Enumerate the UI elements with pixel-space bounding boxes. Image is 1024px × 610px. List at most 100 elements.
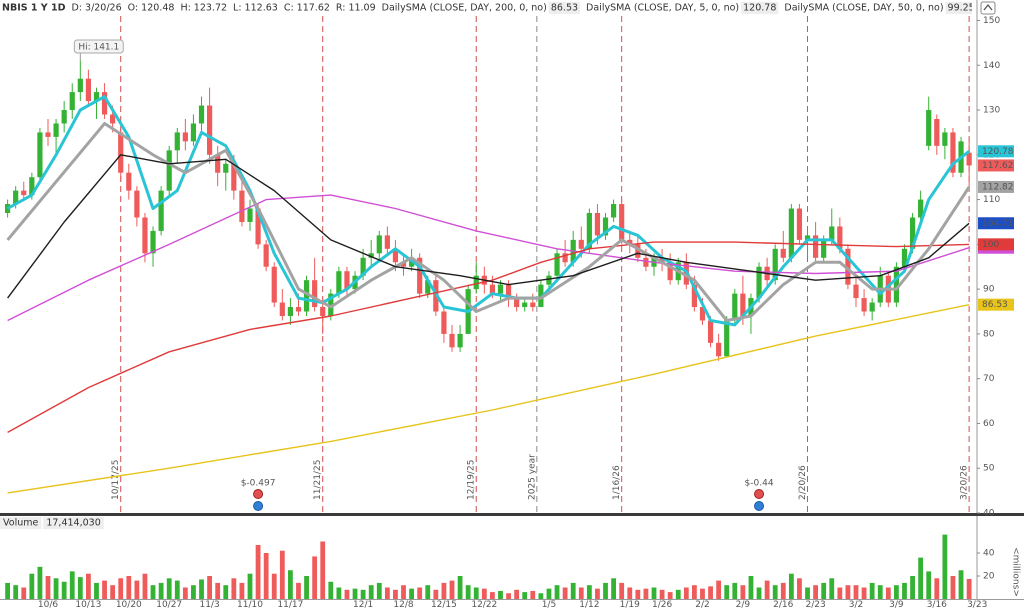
volume-value: 17,414,030 bbox=[46, 518, 100, 529]
volume-bar bbox=[77, 577, 83, 599]
volume-bar bbox=[869, 582, 875, 599]
candle-body bbox=[861, 298, 867, 312]
candle-body bbox=[950, 132, 956, 173]
price-badge-label: 100 bbox=[982, 240, 999, 250]
candle-body bbox=[279, 302, 285, 316]
volume-bar bbox=[683, 587, 689, 599]
x-tick-label: 12/15 bbox=[431, 600, 457, 610]
volume-bar bbox=[619, 582, 625, 599]
candle-body bbox=[829, 226, 835, 240]
y-tick-label: 80 bbox=[983, 329, 995, 339]
volume-bar bbox=[578, 587, 584, 599]
candle-body bbox=[45, 132, 51, 137]
candle-body bbox=[69, 92, 75, 111]
sma-line bbox=[6, 122, 971, 322]
candle-body bbox=[417, 257, 423, 294]
candle-body bbox=[231, 163, 237, 191]
indicator-value-box bbox=[741, 2, 779, 14]
candle-body bbox=[796, 208, 803, 240]
volume-bar bbox=[546, 588, 552, 599]
price-badge bbox=[978, 145, 1014, 158]
candle-body bbox=[659, 257, 665, 263]
volume-bar bbox=[481, 588, 487, 599]
x-tick-label: 10/13 bbox=[75, 600, 101, 610]
volume-bar bbox=[191, 585, 196, 599]
volume-bar bbox=[756, 587, 762, 599]
volume-bar bbox=[570, 582, 576, 599]
candle-body bbox=[804, 235, 811, 240]
settings-icon-frame[interactable] bbox=[980, 1, 996, 15]
volume-bar bbox=[158, 582, 164, 599]
volume-bar bbox=[797, 578, 802, 599]
price-pane: 10/17/25 11/21/25 12/19/25 1/16/26 2/20/26 3/… bbox=[5, 16, 972, 513]
x-tick-label: 11/17 bbox=[277, 600, 303, 610]
candle-body bbox=[53, 123, 59, 137]
price-badge bbox=[978, 180, 1014, 193]
candle-body bbox=[255, 208, 261, 245]
volume-bar bbox=[522, 592, 528, 599]
candle-body bbox=[29, 177, 35, 196]
candle-body bbox=[514, 298, 520, 308]
price-badge bbox=[978, 298, 1014, 311]
candle-body bbox=[207, 105, 213, 155]
volume-bar bbox=[296, 582, 301, 599]
volume-bar bbox=[950, 576, 956, 599]
x-tick-label: 2/9 bbox=[736, 600, 751, 610]
x-tick-label: 12/1 bbox=[353, 600, 373, 610]
volume-bar bbox=[635, 589, 641, 599]
volume-bar bbox=[312, 556, 318, 599]
candle-body bbox=[198, 105, 205, 124]
volume-bar bbox=[86, 573, 91, 599]
price-badge-label: 120.78 bbox=[982, 147, 1014, 157]
candle-body bbox=[37, 132, 43, 178]
settings-icon-glyph[interactable] bbox=[983, 3, 993, 11]
candle-body bbox=[643, 257, 649, 267]
volume-bar bbox=[174, 580, 180, 599]
candle-body bbox=[505, 284, 512, 299]
candle-body bbox=[215, 154, 221, 173]
volume-y-tick-label: 20 bbox=[983, 572, 995, 582]
candle-body bbox=[522, 302, 528, 308]
volume-bar bbox=[29, 573, 35, 599]
candle-body bbox=[546, 275, 552, 285]
candle-body bbox=[303, 280, 310, 312]
candle-body bbox=[934, 118, 940, 146]
volume-bar bbox=[667, 592, 673, 599]
header-field: O: 120.48 bbox=[128, 3, 175, 14]
x-tick-label: 10/6 bbox=[38, 600, 58, 610]
earnings-icon bbox=[253, 489, 264, 499]
volume-bar bbox=[368, 585, 374, 599]
price-badge-label: 104.71 bbox=[982, 219, 1014, 229]
volume-bar bbox=[708, 586, 713, 599]
volume-title: Volume bbox=[3, 518, 38, 529]
candle-body bbox=[554, 253, 560, 276]
settings-icon[interactable] bbox=[980, 1, 996, 15]
indicator-name: DailySMA (CLOSE, DAY, 50, 0, no) bbox=[784, 3, 943, 14]
candle-body bbox=[772, 248, 778, 281]
volume-bar bbox=[279, 550, 285, 599]
volume-bar bbox=[902, 582, 907, 599]
candle-body bbox=[788, 208, 794, 258]
volume-bar bbox=[449, 580, 455, 599]
volume-bar bbox=[595, 588, 600, 599]
volume-bar bbox=[675, 589, 681, 599]
candle-body bbox=[853, 284, 859, 299]
candle-body bbox=[166, 150, 172, 191]
expiration-label: 1/16/26 bbox=[612, 465, 622, 500]
indicator-value-box bbox=[548, 2, 581, 14]
indicator-value-box bbox=[945, 2, 972, 14]
dividend-icon bbox=[754, 501, 765, 511]
candle-body bbox=[635, 244, 641, 258]
candle-body bbox=[118, 132, 124, 173]
volume-bar bbox=[490, 592, 495, 599]
volume-bar bbox=[506, 593, 511, 599]
volume-bar bbox=[926, 571, 932, 599]
indicator-name: DailySMA (CLOSE, DAY, 5, 0, no) bbox=[586, 3, 739, 14]
x-tick-label: 11/10 bbox=[237, 600, 263, 610]
volume-bar bbox=[199, 579, 204, 599]
volume-bar bbox=[288, 570, 293, 599]
volume-bar bbox=[700, 588, 705, 599]
volume-bar bbox=[126, 576, 132, 599]
